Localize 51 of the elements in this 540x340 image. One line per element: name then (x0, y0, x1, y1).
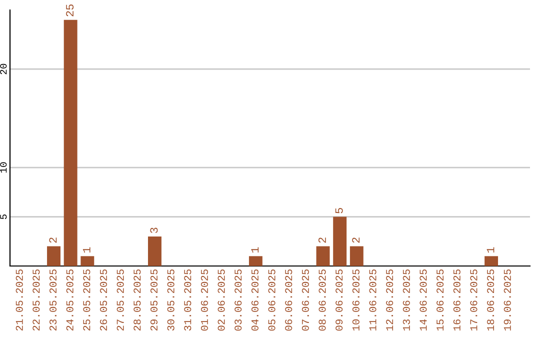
data-label: 25 (66, 4, 74, 16)
x-tick-label: 01.06.2025 (200, 269, 208, 331)
x-tick-label: 18.06.2025 (487, 269, 494, 331)
x-tick-label: 26.05.2025 (100, 269, 108, 331)
bar (333, 216, 347, 266)
data-label: 2 (318, 238, 326, 243)
x-tick-label: 24.05.2025 (66, 269, 74, 331)
y-tick-label: 5 (0, 214, 7, 220)
x-tick-label: 06.06.2025 (285, 269, 292, 331)
data-label: 3 (150, 228, 158, 233)
x-tick-label: 23.05.2025 (49, 269, 57, 331)
bar (484, 256, 498, 266)
bar (350, 246, 364, 266)
x-tick-label: 10.06.2025 (352, 269, 360, 331)
x-tick-label: 21.05.2025 (16, 269, 23, 331)
x-tick-label: 30.05.2025 (167, 269, 174, 331)
data-label: 1 (486, 247, 494, 253)
bar (80, 256, 94, 266)
x-tick-label: 04.06.2025 (251, 269, 258, 331)
x-tick-label: 15.06.2025 (436, 269, 444, 331)
x-tick-label: 16.06.2025 (453, 269, 460, 331)
x-tick-label: 17.06.2025 (470, 269, 478, 331)
data-label: 2 (49, 238, 57, 243)
data-label: 5 (335, 208, 343, 214)
x-tick-label: 22.05.2025 (32, 269, 40, 331)
x-tick-label: 02.06.2025 (218, 269, 225, 331)
bar (47, 246, 60, 266)
x-tick-label: 08.06.2025 (318, 269, 326, 331)
bar (316, 246, 330, 266)
bar (248, 256, 262, 266)
x-tick-label: 12.06.2025 (386, 269, 394, 331)
y-tick-label: 20 (0, 64, 7, 74)
x-tick-label: 28.05.2025 (134, 269, 141, 331)
x-tick-label: 31.05.2025 (184, 269, 192, 331)
bar (148, 236, 162, 266)
x-tick-label: 03.06.2025 (234, 269, 242, 331)
x-tick-label: 14.06.2025 (420, 269, 427, 331)
y-tick-label: 10 (0, 162, 7, 173)
x-tick-label: 25.05.2025 (83, 269, 90, 331)
data-label: 2 (352, 238, 360, 243)
data-label: 1 (251, 247, 259, 253)
x-tick-label: 27.05.2025 (116, 269, 124, 331)
x-tick-label: 13.06.2025 (402, 269, 410, 331)
x-tick-label: 05.06.2025 (268, 269, 276, 331)
x-tick-label: 11.06.2025 (369, 269, 376, 331)
x-tick-label: 19.06.2025 (504, 269, 511, 331)
bar (64, 20, 78, 266)
x-tick-label: 07.06.2025 (302, 269, 309, 331)
x-tick-label: 29.05.2025 (150, 269, 158, 331)
data-label: 1 (82, 247, 90, 253)
x-tick-label: 09.06.2025 (336, 269, 343, 331)
